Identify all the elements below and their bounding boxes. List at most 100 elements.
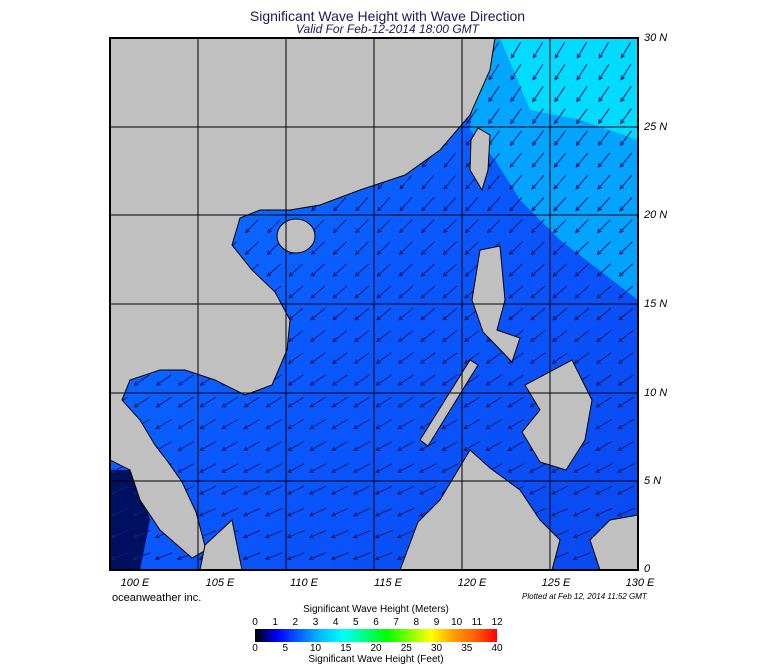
wave-arrow [177, 418, 194, 430]
wave-arrow [554, 108, 566, 125]
wave-arrow [619, 219, 633, 234]
wave-arrow [331, 418, 348, 430]
wave-arrow [376, 330, 392, 343]
wave-arrow [286, 507, 305, 517]
lat-label: 15 N [644, 298, 668, 310]
wave-arrow [464, 263, 479, 277]
wave-arrow [617, 441, 635, 451]
wave-arrow [575, 197, 589, 212]
wave-arrow [618, 330, 634, 343]
credit: oceanweather inc. [112, 592, 202, 604]
wave-arrow [485, 418, 502, 430]
wave-arrow [221, 418, 238, 430]
wave-arrow [464, 241, 479, 256]
wave-arrow [132, 552, 151, 561]
wave-arrow [552, 330, 568, 343]
wave-arrow [617, 418, 634, 430]
wave-arrow [487, 174, 501, 190]
wave-arrow [597, 130, 610, 146]
wave-arrow [530, 263, 545, 277]
wave-arrow [154, 552, 173, 561]
wave-arrow [308, 507, 327, 517]
colorbar-tick: 0 [252, 617, 258, 628]
wave-arrow [532, 86, 544, 103]
wave-arrow [245, 219, 259, 234]
wave-arrow [286, 485, 305, 495]
wave-arrow [155, 396, 172, 408]
wave-arrow [352, 485, 371, 495]
wave-arrow [353, 374, 370, 386]
wave-arrow [510, 86, 522, 103]
wave-arrow [552, 263, 567, 277]
wave-arrow [598, 86, 610, 103]
wave-arrow [155, 374, 172, 386]
wave-arrow [288, 285, 304, 299]
lon-label: 125 E [541, 577, 571, 589]
wave-arrow [553, 197, 567, 212]
wave-arrow [442, 241, 457, 256]
wave-arrow [463, 441, 481, 451]
wave-arrow [594, 485, 613, 495]
wave-arrow [618, 285, 634, 299]
wave-arrow [332, 263, 347, 277]
wave-arrow [554, 86, 566, 103]
wave-arrow [532, 64, 544, 81]
wave-arrow [573, 463, 591, 473]
wave-arrow [420, 241, 435, 256]
wave-arrow [509, 130, 522, 146]
wave-arrow [267, 219, 281, 234]
wave-arrow [465, 197, 479, 212]
wave-arrow [265, 441, 283, 451]
lon-label: 105 E [205, 577, 235, 589]
wave-arrow [575, 130, 588, 146]
wave-arrow [441, 352, 458, 364]
wave-arrow [576, 42, 588, 59]
plotted-time: Plotted at Feb 12, 2014 11:52 GMT [522, 592, 647, 601]
wave-arrow [265, 396, 282, 408]
map-frame [109, 37, 639, 571]
hainan [276, 218, 316, 254]
wave-arrow [617, 352, 634, 364]
wave-arrow [616, 507, 635, 517]
wave-arrow [532, 108, 544, 125]
wave-arrow [595, 441, 613, 451]
wave-arrow [374, 552, 393, 561]
wave-arrow [397, 374, 414, 386]
wave-arrow [572, 507, 591, 517]
wave-arrow [374, 507, 393, 517]
wave-arrow [420, 285, 436, 299]
wave-arrow [597, 219, 611, 234]
wave-arrow [397, 418, 414, 430]
wave-arrow [595, 396, 612, 408]
wave-arrow [466, 108, 478, 125]
sumatra [199, 519, 243, 570]
wave-arrow [355, 219, 369, 234]
wave-arrow [242, 507, 261, 517]
wave-arrow [377, 219, 391, 234]
wave-arrow [354, 263, 369, 277]
wave-arrow [221, 396, 238, 408]
wave-arrow [551, 352, 568, 364]
wave-arrow [375, 374, 392, 386]
wave-arrow [576, 64, 588, 81]
wave-arrow [399, 197, 413, 212]
wave-arrow [398, 263, 413, 277]
wave-arrow [309, 352, 326, 364]
wave-arrow [443, 219, 457, 234]
colorbar-tick: 20 [370, 643, 382, 654]
wave-arrow [353, 418, 370, 430]
colorbar-tick: 12 [491, 617, 503, 628]
colorbar-tick: 6 [373, 617, 379, 628]
wave-arrow [354, 285, 370, 299]
wave-arrow [375, 463, 393, 473]
wave-arrow [352, 552, 371, 561]
wave-arrow [574, 263, 589, 277]
wave-arrow [155, 418, 172, 430]
wave-arrow [508, 285, 524, 299]
wave-arrow [620, 86, 632, 103]
wave-arrow [550, 507, 569, 517]
wave-arrow [399, 219, 413, 234]
wave-arrow [420, 307, 436, 321]
wave-arrow [332, 330, 348, 343]
wave-arrow [552, 285, 568, 299]
